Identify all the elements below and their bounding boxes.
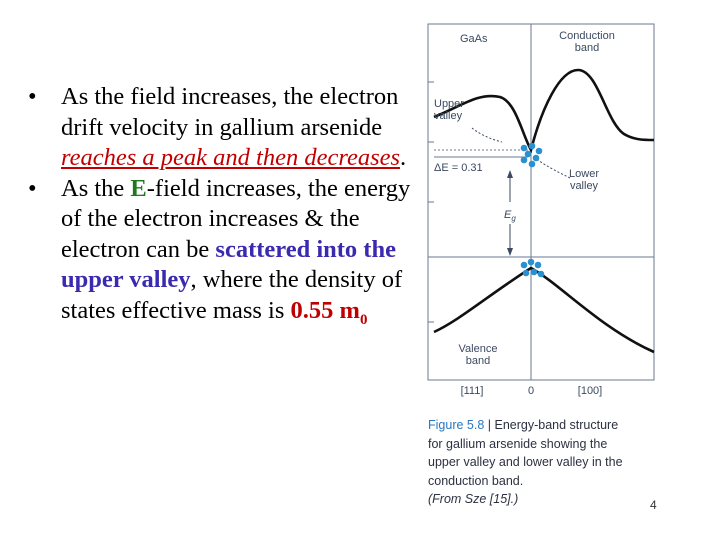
hole-dot	[527, 258, 535, 266]
bullet-text-segment: .	[400, 144, 407, 171]
band-structure-figure: GaAs Conduction band Upper valley ΔE = 0.3…	[427, 23, 655, 397]
caption-line: conduction band.	[428, 473, 524, 488]
hole-dot	[522, 269, 530, 277]
bullet-marker: •	[28, 83, 37, 110]
bullet-text-segment: E	[130, 174, 147, 202]
lower-valley-pointer	[537, 159, 571, 179]
electron-dot	[520, 144, 528, 152]
conduction-band-curve	[433, 68, 655, 154]
eg-arrowhead-up	[507, 170, 513, 178]
caption-line: Energy-band structure	[494, 418, 619, 432]
electron-dot	[528, 160, 536, 168]
electron-dot	[520, 156, 528, 164]
figure-caption: Figure 5.8 | Energy-band structure for g…	[428, 416, 668, 509]
valence-band-curve	[433, 266, 655, 354]
bullet-text-segment: scattered into the upper valley	[61, 235, 396, 294]
caption-figure-label: Figure 5.8	[428, 418, 485, 432]
valence-band-label: Valence band	[459, 343, 498, 367]
bullet-text-segment: As the field increases, the electron dri…	[61, 83, 399, 141]
valence-carriers	[520, 258, 545, 278]
bullet-text-segment: , where the density of states effective …	[61, 266, 403, 324]
hole-dot	[537, 270, 545, 278]
electron-dot	[528, 142, 536, 150]
bullet-text-segment: reaches a peak and then decreases	[61, 144, 401, 171]
material-label: GaAs	[460, 33, 488, 45]
bullet-text-segment: -field increases, the energy of the elec…	[61, 174, 411, 263]
conduction-carriers	[520, 142, 543, 168]
figure-frame	[427, 23, 655, 381]
bullet-list: • As the field increases, the electron dr…	[28, 82, 428, 335]
upper-valley-pointer	[471, 127, 503, 143]
conduction-band-label: Conduction band	[559, 30, 615, 54]
k-axis-zero-label: 0	[528, 385, 534, 397]
page-number: 4	[650, 498, 657, 512]
bullet-item: • As the field increases, the electron dr…	[28, 82, 428, 174]
delta-e-label: ΔE = 0.31	[434, 162, 483, 174]
hole-dot	[520, 261, 528, 269]
bullet-text-segment: As the	[61, 174, 131, 202]
caption-separator: |	[484, 418, 495, 432]
bullet-item: • As the E-field increases, the energy of…	[28, 174, 428, 335]
eg-arrowhead-down	[507, 248, 513, 256]
caption-line: upper valley and lower valley in the	[428, 455, 623, 469]
electron-dot	[532, 154, 540, 162]
lower-valley-label: Lower valley	[569, 168, 599, 192]
k-axis-right-label: [100]	[578, 385, 602, 397]
hole-dot	[530, 268, 538, 276]
electron-dot	[524, 150, 532, 158]
caption-line: for gallium arsenide showing the	[428, 436, 608, 451]
band-gap-label: Eg	[504, 209, 516, 223]
upper-valley-label: Upper valley	[434, 98, 464, 122]
caption-source: (From Sze [15].)	[428, 492, 519, 506]
hole-dot	[534, 261, 542, 269]
electron-dot	[535, 147, 543, 155]
bullet-text-segment: 0	[359, 311, 368, 328]
k-axis-left-label: [111]	[461, 385, 484, 397]
bullet-text-segment: 0.55 m	[290, 296, 360, 324]
bullet-marker: •	[28, 174, 37, 202]
